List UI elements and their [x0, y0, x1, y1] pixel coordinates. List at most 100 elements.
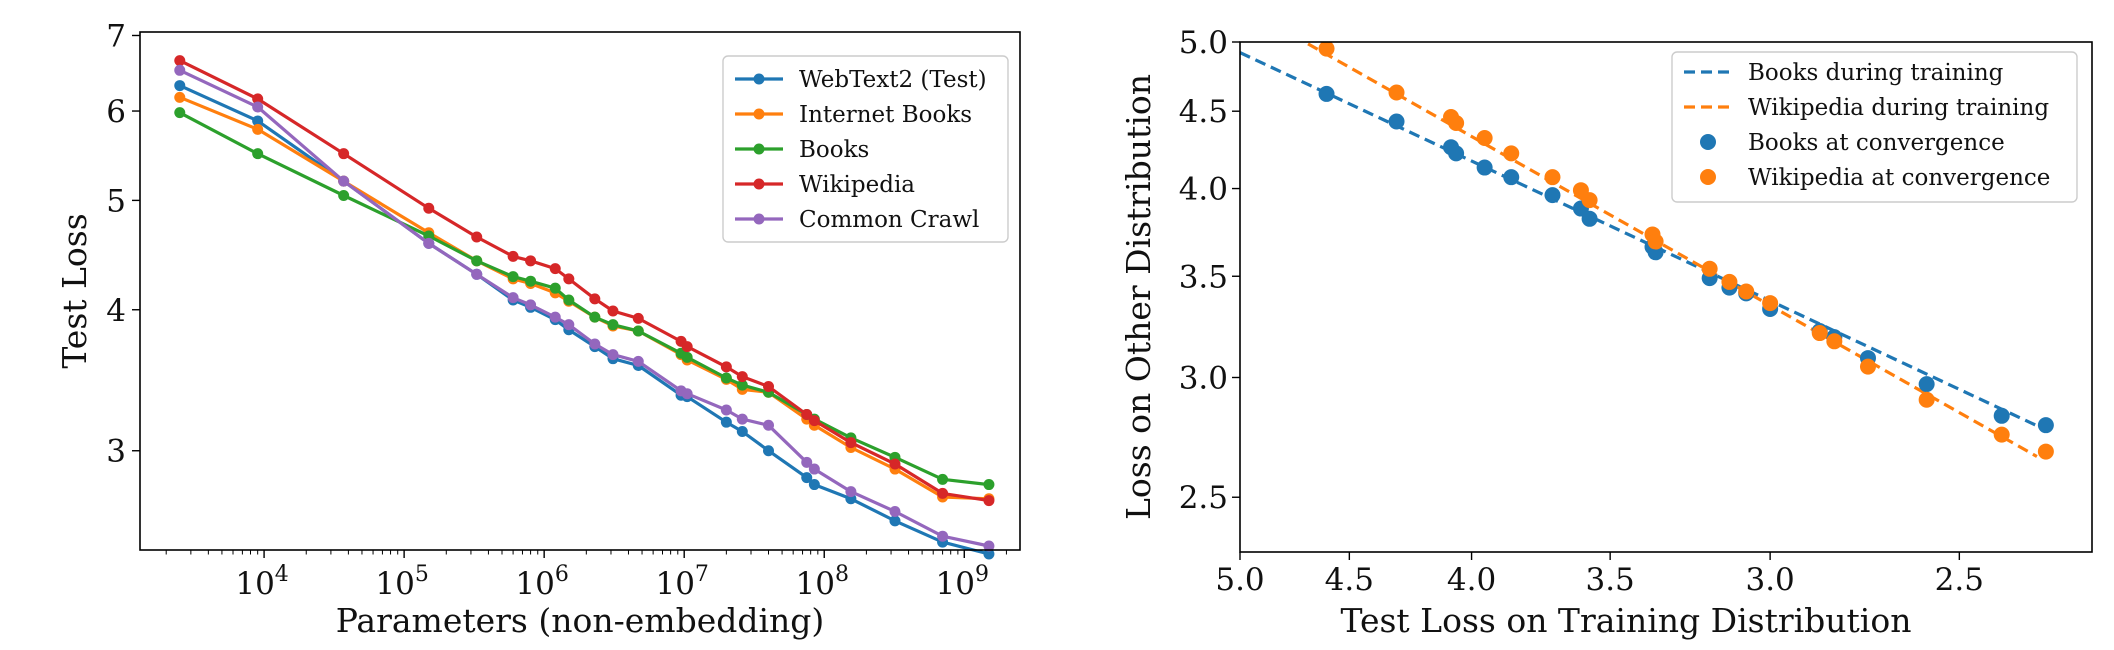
plot-frame: [139, 31, 1021, 551]
legend-marker-3: [753, 178, 765, 190]
series-point-4: [801, 456, 813, 468]
scatter-point-1: [1762, 295, 1779, 312]
x-tick-label: 104: [235, 562, 288, 602]
scatter-point-1: [1647, 233, 1664, 250]
x-tick-label: 108: [796, 562, 849, 602]
series-point-2: [525, 275, 537, 287]
scatter-point-0: [1581, 210, 1598, 227]
legend-marker-4: [753, 213, 765, 225]
series-point-2: [507, 271, 519, 283]
scatter-point-1: [1544, 169, 1561, 186]
series-point-4: [589, 338, 601, 350]
x-tick-label: 5.0: [1215, 562, 1264, 598]
legend-label-2: Books at convergence: [1748, 130, 2005, 156]
legend-label-4: Common Crawl: [799, 207, 979, 233]
series-point-3: [252, 93, 264, 105]
scatter-point-1: [1701, 260, 1718, 277]
scatter-point-1: [1503, 145, 1520, 162]
series-point-4: [507, 292, 519, 304]
series-point-4: [471, 268, 483, 280]
series-point-2: [736, 379, 748, 391]
series-point-0: [736, 426, 748, 438]
legend-label-3: Wikipedia: [799, 172, 915, 198]
legend-label-0: WebText2 (Test): [799, 67, 987, 93]
scatter-point-1: [1318, 42, 1335, 57]
series-point-1: [174, 91, 186, 103]
scatter-point-1: [1721, 273, 1738, 290]
legend-label-3: Wikipedia at convergence: [1748, 165, 2050, 191]
series-point-3: [423, 202, 435, 214]
legend-marker-0: [753, 73, 765, 85]
scatter-point-1: [1738, 283, 1755, 300]
x-tick-label: 3.5: [1585, 562, 1634, 598]
series-point-3: [889, 458, 901, 470]
series-point-4: [632, 355, 644, 367]
series-point-3: [607, 305, 619, 317]
scatter-point-1: [1993, 426, 2010, 443]
y-tick-label: 6: [106, 94, 126, 130]
y-tick-label: 5: [106, 183, 126, 219]
x-tick-label: 4.0: [1447, 562, 1496, 598]
series-point-4: [252, 101, 264, 113]
series-point-2: [549, 282, 561, 294]
series-point-3: [589, 293, 601, 305]
series-point-3: [983, 495, 995, 507]
series-point-3: [471, 231, 483, 243]
x-tick-label: 2.5: [1935, 562, 1984, 598]
scatter-point-0: [1503, 169, 1520, 186]
right-chart-panel: 5.0 4.5 4.0 3.5 3.0 2.5 2.5 3.0 3.5 4.0 4.5 5.0 Test…: [1119, 25, 2093, 640]
scatter-point-0: [1993, 407, 2010, 424]
series-point-4: [763, 419, 775, 431]
series-point-2: [983, 479, 995, 491]
y-tick-label: 3.0: [1179, 360, 1228, 396]
x-tick-label: 106: [515, 562, 568, 602]
series-point-2: [338, 190, 350, 202]
x-tick-label: 3.0: [1745, 562, 1794, 598]
series-point-4: [525, 299, 537, 311]
series-point-3: [507, 250, 519, 262]
series-point-3: [801, 409, 813, 421]
y-tick-label: 7: [106, 18, 126, 54]
x-axis-label: Test Loss on Training Distribution: [1341, 601, 1912, 640]
scatter-point-1: [1581, 192, 1598, 209]
legend-label-1: Wikipedia during training: [1748, 95, 2049, 121]
scatter-point-0: [1918, 376, 1935, 393]
series-point-3: [720, 361, 732, 373]
y-tick-label: 4.5: [1179, 94, 1228, 130]
series-point-4: [736, 413, 748, 425]
series-point-3: [549, 263, 561, 275]
series-point-0: [801, 472, 813, 484]
legend-marker-3: [1700, 169, 1716, 185]
series-point-2: [720, 372, 732, 384]
scatter-point-0: [1318, 85, 1335, 102]
series-point-2: [607, 319, 619, 331]
series-point-2: [252, 148, 264, 160]
series-point-0: [252, 115, 264, 127]
series-point-2: [632, 325, 644, 337]
y-tick-label: 3: [106, 434, 126, 470]
series-point-3: [845, 437, 857, 449]
series-point-3: [525, 255, 537, 267]
scatter-point-0: [1448, 145, 1465, 162]
scatter-point-0: [1388, 113, 1405, 130]
y-tick-label: 3.5: [1179, 259, 1228, 295]
series-point-4: [423, 237, 435, 249]
series-point-3: [174, 55, 186, 67]
scatter-point-1: [1388, 84, 1405, 101]
series-point-1: [252, 123, 264, 135]
scatter-point-0: [2037, 417, 2054, 434]
series-point-4: [937, 530, 949, 542]
x-axis-label: Parameters (non-embedding): [336, 601, 825, 640]
series-point-4: [889, 506, 901, 518]
series-point-2: [563, 294, 575, 306]
series-point-4: [681, 388, 693, 400]
y-axis-label: Test Loss: [55, 213, 94, 368]
series-point-3: [763, 381, 775, 393]
legend-marker-2: [1700, 134, 1716, 150]
series-point-4: [808, 463, 820, 475]
legend-label-0: Books during training: [1748, 60, 2004, 86]
trend-line-1: [1301, 42, 2038, 458]
scatter-point-0: [1544, 187, 1561, 204]
scatter-point-1: [1448, 114, 1465, 131]
